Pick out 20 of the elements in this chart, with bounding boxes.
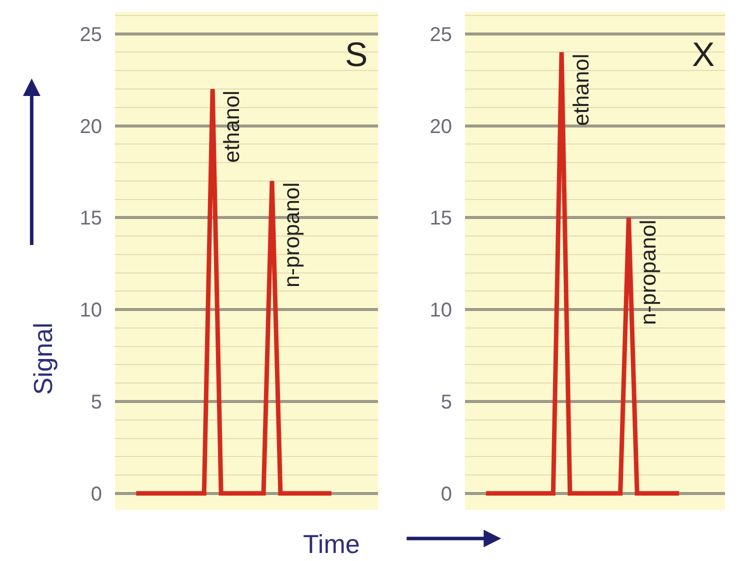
y-axis-title: Signal xyxy=(28,322,58,395)
y-tick-label: 10 xyxy=(80,300,102,322)
text: S xyxy=(345,36,368,74)
y-tick-label: 5 xyxy=(90,391,102,414)
y-tick-label: 25 xyxy=(430,24,452,46)
y-tick-label: 0 xyxy=(440,483,452,506)
annotation: ethanol xyxy=(568,54,594,126)
y-tick-label: 5 xyxy=(440,391,452,414)
y-tick-label: 20 xyxy=(80,116,102,138)
y-tick-label: 10 xyxy=(430,300,452,322)
y-tick-label: 25 xyxy=(80,24,102,46)
y-tick-label: 0 xyxy=(90,483,102,506)
annotation: ethanol xyxy=(218,90,244,163)
y-tick-label: 20 xyxy=(430,116,452,138)
y-tick-label: 15 xyxy=(80,208,102,230)
annotation: n-propanol xyxy=(636,220,661,325)
text: X xyxy=(692,36,715,74)
y-tick-label: 15 xyxy=(430,208,452,230)
x-axis-title: Time xyxy=(303,529,360,559)
annotation: n-propanol xyxy=(278,182,304,288)
